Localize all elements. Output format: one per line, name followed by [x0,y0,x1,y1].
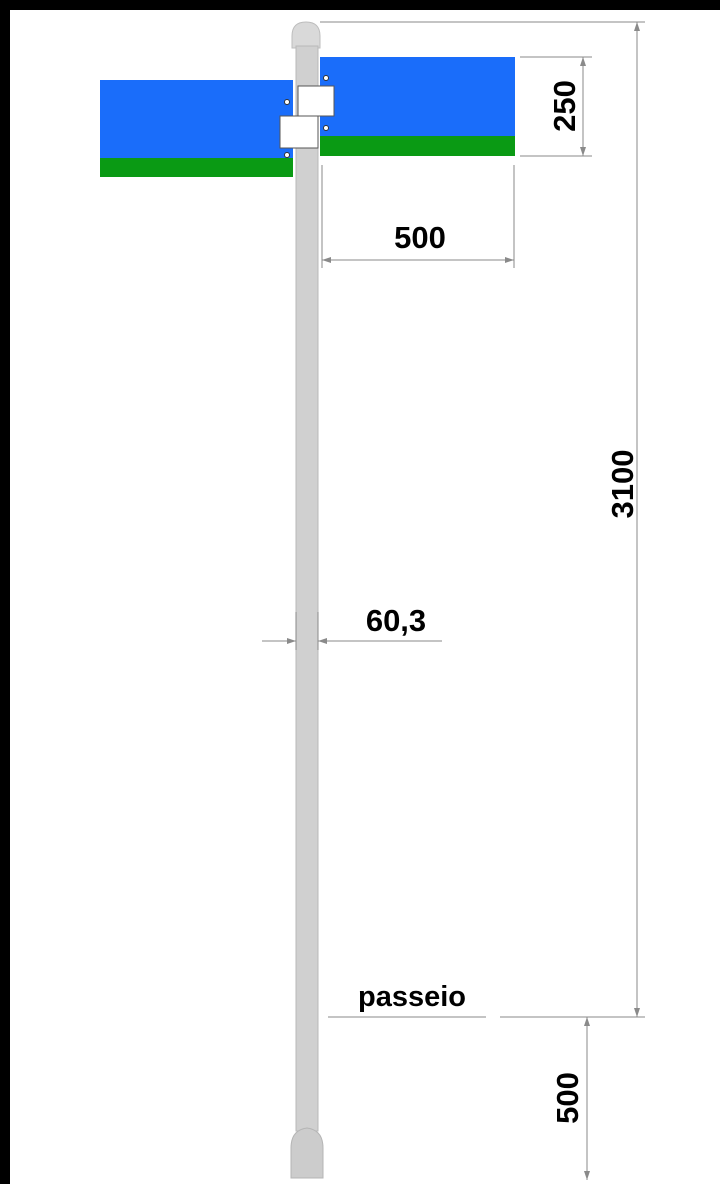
ground-label: passeio [358,981,466,1013]
dim-sign-width: 500 [321,165,515,268]
pole-shaft [295,45,319,1132]
ground-line: passeio [328,981,486,1018]
pole-diameter-label: 60,3 [366,603,426,638]
dim-embed-depth: 500 [550,1017,590,1180]
dim-pole-diameter: 60,3 [262,603,442,650]
sign-brackets [279,75,335,158]
left-sign-blue [100,80,293,158]
bracket-lower [279,115,319,149]
bracket-upper [297,85,335,117]
bolt-icon [284,99,290,105]
bolt-icon [284,152,290,158]
right-sign-blue [320,57,515,136]
total-height-label: 3100 [605,450,640,519]
pole-cap [291,21,321,49]
left-sign-green [100,158,293,177]
pole-base [290,1127,324,1179]
right-sign-green [320,136,515,156]
dim-sign-height: 250 [520,56,592,157]
pole [290,21,324,1179]
bolt-icon [323,75,329,81]
dim-total-height: 3100 [320,21,645,1018]
right-sign-plate [320,57,515,156]
embed-depth-label: 500 [550,1072,585,1124]
sign-height-label: 250 [547,80,582,132]
bolt-icon [323,125,329,131]
left-sign-plate [100,80,293,177]
sign-width-label: 500 [394,220,446,255]
